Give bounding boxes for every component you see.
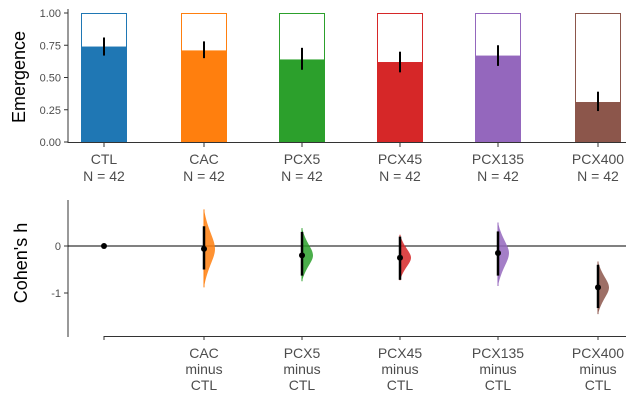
emergence-y-axis-title: Emergence xyxy=(9,31,29,123)
estimate-point-pcx400 xyxy=(595,284,601,291)
distribution-pcx5 xyxy=(302,228,313,282)
bar-pcx45 xyxy=(377,62,423,142)
category-n-cac: N = 42 xyxy=(183,168,225,184)
contrast-label-pcx45: PCX45 xyxy=(378,345,423,361)
contrast-label-pcx400: minus xyxy=(579,361,616,377)
estimate-point-cac xyxy=(201,245,207,252)
bar-pcx135 xyxy=(475,55,521,142)
emergence-y-tick-label: 0.75 xyxy=(40,40,61,52)
bar-ctl xyxy=(81,46,127,142)
category-n-pcx135: N = 42 xyxy=(477,168,519,184)
category-n-pcx5: N = 42 xyxy=(281,168,323,184)
bar-pcx5 xyxy=(279,59,325,142)
contrast-label-pcx5: CTL xyxy=(289,377,316,393)
contrast-label-pcx400: CTL xyxy=(585,377,612,393)
reference-point-ctl xyxy=(101,243,107,249)
category-label-pcx5: PCX5 xyxy=(284,151,321,167)
contrast-label-cac: minus xyxy=(185,361,222,377)
estimate-point-pcx45 xyxy=(397,254,403,261)
emergence-y-tick-label: 0.25 xyxy=(40,105,61,117)
emergence-y-tick-label: 0.50 xyxy=(40,73,61,85)
distribution-cac xyxy=(204,209,215,288)
contrast-label-pcx5: minus xyxy=(283,361,320,377)
category-n-pcx400: N = 42 xyxy=(577,168,619,184)
category-n-pcx45: N = 42 xyxy=(379,168,421,184)
contrast-label-pcx45: minus xyxy=(381,361,418,377)
cohens-h-y-axis-title: Cohen's h xyxy=(11,223,31,304)
contrast-label-pcx135: PCX135 xyxy=(472,345,524,361)
contrast-label-pcx135: CTL xyxy=(485,377,512,393)
contrast-label-pcx45: CTL xyxy=(387,377,414,393)
estimate-point-pcx5 xyxy=(299,252,305,259)
estimate-point-pcx135 xyxy=(495,250,501,257)
emergence-y-tick-label: 0.00 xyxy=(40,137,61,149)
category-label-pcx45: PCX45 xyxy=(378,151,423,167)
emergence-y-tick-label: 1.00 xyxy=(40,8,61,20)
contrast-label-pcx400: PCX400 xyxy=(572,345,624,361)
category-label-pcx400: PCX400 xyxy=(572,151,624,167)
contrast-label-pcx5: PCX5 xyxy=(284,345,321,361)
contrast-label-cac: CTL xyxy=(191,377,218,393)
category-n-ctl: N = 42 xyxy=(83,168,125,184)
bar-cac xyxy=(181,50,227,142)
category-label-pcx135: PCX135 xyxy=(472,151,524,167)
cohens-h-y-tick-label: -1 xyxy=(51,288,61,300)
distribution-pcx400 xyxy=(598,261,609,315)
contrast-label-cac: CAC xyxy=(189,345,219,361)
cohens-h-y-tick-label: 0 xyxy=(55,241,61,253)
category-label-ctl: CTL xyxy=(91,151,118,167)
contrast-label-pcx135: minus xyxy=(479,361,516,377)
distribution-pcx45 xyxy=(400,234,411,281)
distribution-pcx135 xyxy=(498,222,509,286)
category-label-cac: CAC xyxy=(189,151,219,167)
